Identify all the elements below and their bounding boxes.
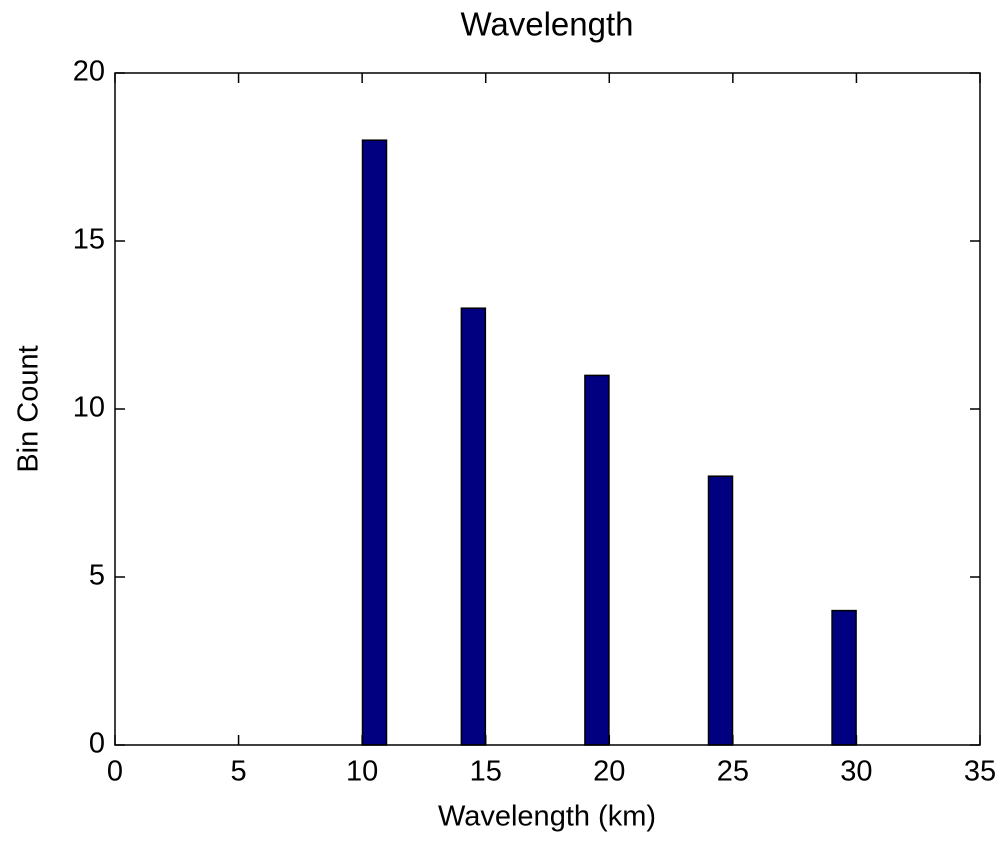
bar	[584, 374, 610, 746]
x-tick-label: 30	[840, 756, 872, 788]
x-tick-label: 15	[470, 756, 502, 788]
y-tick-label: 20	[73, 56, 105, 88]
x-axis-label: Wavelength (km)	[438, 801, 656, 833]
bar	[831, 609, 857, 746]
bar	[361, 139, 388, 746]
bar	[460, 307, 487, 746]
y-axis-label: Bin Count	[13, 345, 45, 472]
y-tick-label: 10	[73, 392, 105, 424]
y-tick-label: 15	[73, 224, 105, 256]
chart-title: Wavelength	[460, 6, 633, 43]
bar	[707, 475, 734, 746]
x-tick-label: 0	[107, 756, 123, 788]
y-tick-label: 5	[89, 560, 105, 592]
x-tick-label: 20	[593, 756, 625, 788]
y-tick-label: 0	[89, 728, 105, 760]
x-tick-label: 10	[346, 756, 378, 788]
x-tick-label: 35	[964, 756, 996, 788]
x-tick-label: 5	[231, 756, 247, 788]
x-tick-label: 25	[717, 756, 749, 788]
